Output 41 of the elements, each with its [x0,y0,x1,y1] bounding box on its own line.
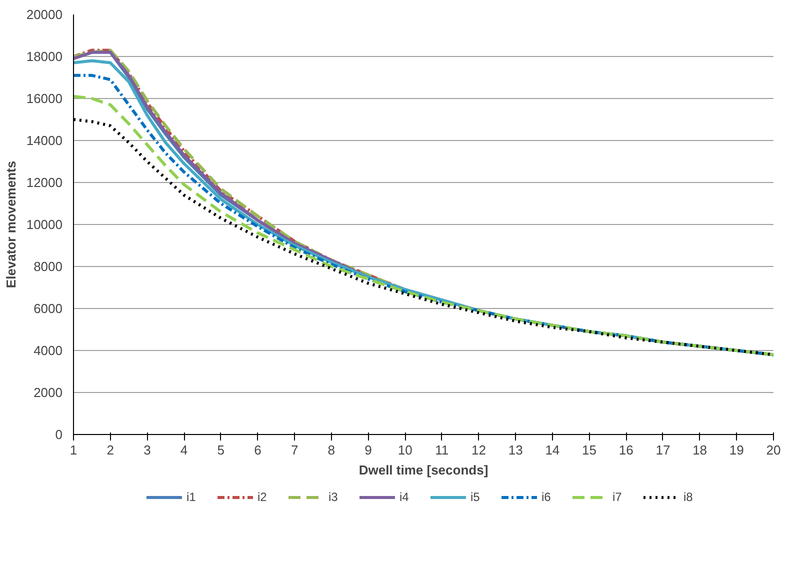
legend-label: i4 [400,490,410,504]
y-tick-label: 4000 [34,343,62,358]
x-tick-label: 8 [328,442,336,458]
x-tick-label: 20 [766,442,781,458]
x-tick-label: 4 [180,442,188,458]
x-tick-label: 15 [582,442,597,458]
x-tick-label: 10 [398,442,412,458]
x-tick-label: 1 [70,442,78,458]
x-tick-label: 12 [472,442,486,458]
x-tick-label: 5 [217,442,224,458]
x-tick-label: 7 [290,442,298,458]
x-tick-label: 13 [508,442,523,458]
x-tick-label: 2 [106,442,114,458]
x-tick-label: 16 [618,442,634,458]
y-tick-label: 0 [55,427,63,442]
legend-label: i6 [542,490,552,504]
y-tick-label: 8000 [34,259,62,274]
legend-label: i2 [258,490,268,504]
x-tick-label: 19 [729,442,744,458]
legend-label: i7 [612,490,623,504]
y-tick-label: 6000 [34,301,62,316]
legend-label: i3 [328,490,339,504]
x-tick-label: 14 [545,442,560,458]
legend-label: i8 [684,490,694,504]
x-tick-label: 18 [692,442,708,458]
y-axis-title: Elevator movements [3,160,18,288]
x-axis-title: Dwell time [seconds] [358,462,488,478]
x-tick-label: 6 [254,442,262,458]
legend-label: i5 [470,490,481,504]
y-tick-label: 18000 [26,49,63,64]
y-tick-label: 16000 [26,91,63,106]
x-tick-label: 17 [656,442,670,458]
y-tick-label: 10000 [26,217,63,232]
y-tick-label: 12000 [26,175,63,190]
legend-label: i1 [186,490,197,504]
x-tick-label: 3 [144,442,151,458]
x-tick-label: 11 [435,442,449,458]
y-tick-label: 20000 [26,7,63,22]
x-tick-label: 9 [364,442,372,458]
y-tick-label: 2000 [34,385,62,400]
y-tick-label: 14000 [26,133,63,148]
